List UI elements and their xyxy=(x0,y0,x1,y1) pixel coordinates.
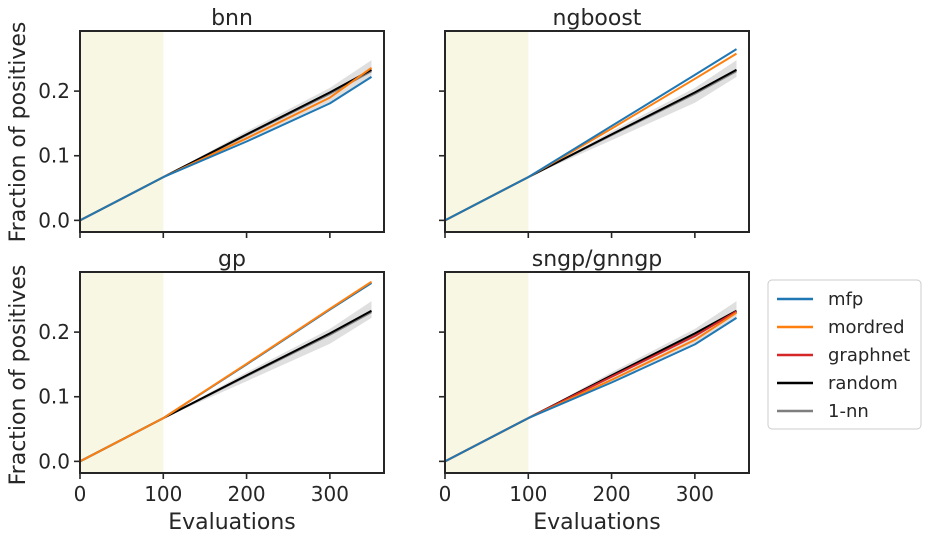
x-axis-label: Evaluations xyxy=(533,510,661,535)
y-tick-label: 0.1 xyxy=(38,385,70,409)
initial-design-region xyxy=(80,31,164,232)
y-tick-label: 0.2 xyxy=(38,320,70,344)
legend-item-graphnet: graphnet xyxy=(777,345,910,366)
legend-item-1-nn: 1-nn xyxy=(777,401,869,422)
legend-item-mfp: mfp xyxy=(777,289,863,310)
x-tick-label: 0 xyxy=(439,482,452,506)
axes-frame xyxy=(79,271,385,474)
series-line-mfp xyxy=(79,76,373,222)
legend-label: mfp xyxy=(828,289,863,310)
axes-frame xyxy=(444,271,750,474)
subplot-title: gp xyxy=(218,247,246,272)
series-line-mfp xyxy=(444,48,738,222)
subplot-2: gp 0 100 200 300 0.0 0.1 0.2 Evaluations xyxy=(38,247,385,535)
x-tick-label: 200 xyxy=(592,482,630,506)
x-tick-label: 300 xyxy=(311,482,349,506)
y-tick-label: 0.2 xyxy=(38,79,70,103)
subplot-0: bnn 0.0 0.1 0.2 xyxy=(38,6,385,238)
legend-label: graphnet xyxy=(828,345,910,366)
subplot-title: bnn xyxy=(211,6,253,31)
subplot-3: sngp/gnngp 0 100 200 300 Evaluations xyxy=(439,247,750,535)
x-tick-label: 0 xyxy=(74,482,87,506)
y-tick-label: 0.0 xyxy=(38,208,70,232)
y-axis-label-top: Fraction of positives xyxy=(6,22,31,243)
legend-label: random xyxy=(828,373,898,394)
legend-label: mordred xyxy=(828,317,905,338)
axes-frame xyxy=(444,30,750,233)
subplot-title: sngp/gnngp xyxy=(532,247,663,272)
series-line-mfp xyxy=(444,317,738,463)
axes-frame xyxy=(79,30,385,233)
subplot-1: ngboost xyxy=(439,6,750,238)
initial-design-region xyxy=(445,31,529,232)
legend-item-random: random xyxy=(777,373,898,394)
legend-frame xyxy=(767,279,922,430)
subplot-title: ngboost xyxy=(553,6,642,31)
y-tick-label: 0.1 xyxy=(38,144,70,168)
series-line-mordred xyxy=(79,280,373,463)
y-tick-label: 0.0 xyxy=(38,449,70,473)
legend-label: 1-nn xyxy=(828,401,869,422)
x-tick-label: 300 xyxy=(676,482,714,506)
x-tick-label: 100 xyxy=(509,482,547,506)
initial-design-region xyxy=(445,272,529,473)
subplot-grid: bnn 0.0 0.1 0.2 ngboost gp 0 100 200 300 0.0 0.1 0.2… xyxy=(38,6,750,535)
legend-item-mordred: mordred xyxy=(777,317,905,338)
x-tick-label: 100 xyxy=(144,482,182,506)
legend: mfp mordred graphnet random 1-nn xyxy=(767,279,922,430)
initial-design-region xyxy=(80,272,164,473)
x-axis-label: Evaluations xyxy=(168,510,296,535)
x-tick-label: 200 xyxy=(227,482,265,506)
y-axis-label-bottom: Fraction of positives xyxy=(6,265,31,486)
